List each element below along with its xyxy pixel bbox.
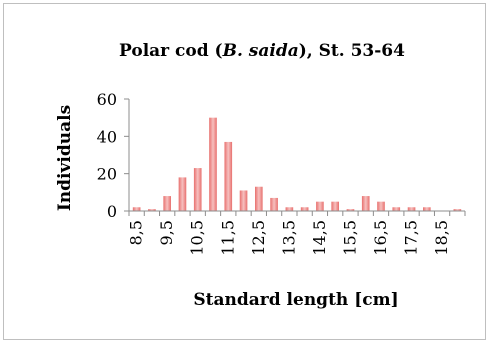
bar [148, 209, 156, 211]
bar [270, 197, 278, 211]
y-tick-label: 0 [107, 202, 117, 221]
x-tick-label: 12,5 [249, 220, 268, 256]
bar [407, 207, 416, 211]
bar [132, 207, 141, 211]
bar [163, 196, 171, 211]
x-tick-label: 13,5 [279, 220, 298, 256]
x-tick-label: 14,5 [310, 220, 329, 256]
bar [178, 177, 187, 211]
bar [209, 117, 217, 211]
bar [392, 207, 401, 211]
bar [193, 168, 202, 211]
chart-title-part: ), St. 53-64 [299, 41, 405, 61]
bar [316, 201, 324, 211]
bar [255, 186, 263, 211]
x-axis: 8,5 9,5 10,5 11,5 12,5 13,5 14,5 15,5 16,5 17,5 18… [127, 210, 466, 256]
bar [377, 201, 385, 211]
x-tick-label: 11,5 [218, 220, 237, 256]
y-tick-label: 40 [97, 127, 117, 146]
chart-title-part-italic: B. saida [222, 41, 299, 61]
x-tick-label: 18,5 [432, 220, 451, 256]
x-tick-label: 9,5 [157, 220, 176, 245]
x-tick-label: 16,5 [371, 220, 390, 256]
y-tick-label: 20 [97, 165, 117, 184]
bar [346, 209, 355, 211]
bar [361, 196, 370, 211]
bar [331, 201, 339, 211]
bar [239, 190, 248, 211]
bars-group [132, 117, 462, 211]
y-axis-title: Individuals [55, 105, 75, 211]
x-tick-label: 8,5 [127, 220, 146, 245]
chart-frame [3, 3, 486, 340]
bar [285, 207, 294, 211]
x-tick-label: 10,5 [188, 220, 207, 256]
y-tick-label: 60 [97, 90, 117, 109]
bar [453, 209, 462, 211]
x-axis-title: Standard length [cm] [193, 290, 398, 310]
x-tick-label: 15,5 [340, 220, 359, 256]
bar [300, 207, 309, 211]
bar [224, 141, 233, 211]
y-axis: 0 20 40 60 [97, 90, 130, 221]
x-tick-label: 17,5 [402, 220, 421, 256]
chart-title: Polar cod (B. saida), St. 53-64 [119, 41, 405, 61]
chart-title-part: Polar cod ( [119, 41, 223, 61]
bar [423, 207, 431, 211]
